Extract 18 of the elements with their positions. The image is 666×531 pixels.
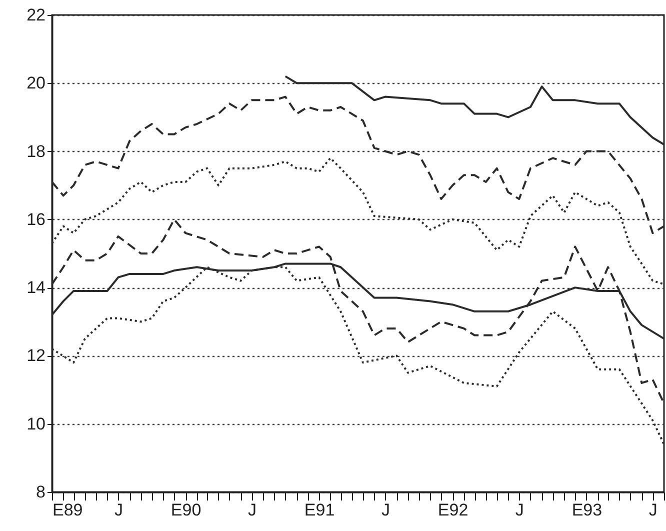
y-tick-label: 8 [36,482,46,502]
x-tick-label: E93 [572,500,602,520]
x-tick-label: E90 [170,500,202,520]
x-tick-label: J [382,500,390,520]
x-tick-label: E89 [52,500,83,520]
y-tick-label: 16 [26,210,46,229]
y-tick-label: 10 [26,414,46,434]
y-tick-label: 14 [26,278,46,298]
x-tick-label: J [648,500,658,520]
x-tick-label: J [515,500,524,520]
x-tick-label: E92 [438,500,468,520]
y-tick-label: 18 [26,142,46,161]
y-tick-label: 12 [26,346,46,366]
x-tick-label: J [248,500,256,520]
x-tick-label: J [114,500,123,520]
y-tick-label: 22 [26,6,46,24]
x-tick-label: E91 [304,500,335,520]
y-tick-label: 20 [26,74,46,93]
